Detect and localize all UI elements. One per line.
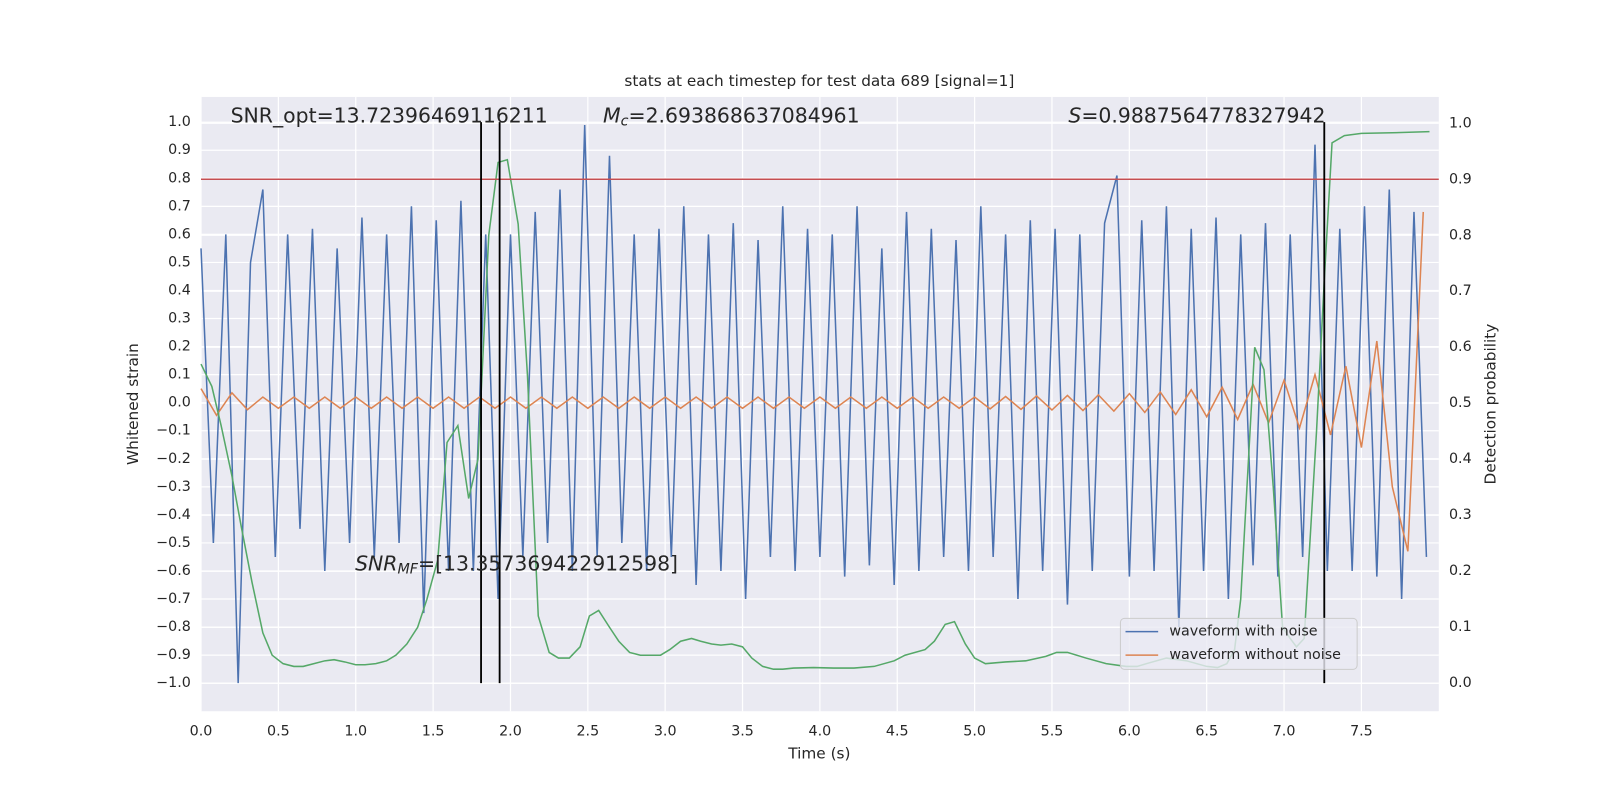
x-tick-label: 0.0 — [190, 724, 213, 740]
y2-tick-label: 0.7 — [1449, 283, 1472, 299]
y-tick-label: 0.9 — [168, 142, 191, 158]
y-tick-label: 0.3 — [168, 311, 191, 327]
x-tick-label: 6.0 — [1118, 724, 1141, 740]
y-tick-label: 0.8 — [168, 170, 191, 186]
y2-tick-label: 0.8 — [1449, 227, 1472, 243]
y-tick-label: 0.1 — [168, 367, 191, 383]
y2-tick-label: 0.0 — [1449, 675, 1472, 691]
y-tick-label: −1.0 — [156, 675, 191, 691]
y-tick-label: 0.2 — [168, 339, 191, 355]
y-tick-label: 1.0 — [168, 114, 191, 130]
annotation: S=0.9887564778327942 — [1068, 103, 1325, 127]
x-tick-label: 6.5 — [1195, 724, 1218, 740]
annotation-subscript: c — [621, 113, 629, 129]
annotation: SNR_opt=13.72396469116211 — [231, 103, 548, 128]
x-tick-label: 1.0 — [344, 724, 367, 740]
y-tick-label: −0.8 — [156, 619, 191, 635]
y2-tick-label: 0.6 — [1449, 339, 1472, 355]
y-tick-label: 0.0 — [168, 395, 191, 411]
legend: waveform with noise waveform without nois… — [1119, 617, 1358, 670]
y2-tick-label: 1.0 — [1449, 115, 1472, 131]
y2-tick-label: 0.9 — [1449, 171, 1472, 187]
y-tick-label: 0.4 — [168, 282, 191, 298]
annotation-text: =0.9887564778327942 — [1081, 103, 1325, 127]
x-tick-label: 0.5 — [267, 724, 290, 740]
annotation-text: =[13.357369422912598] — [418, 551, 678, 575]
y2-tick-label: 0.5 — [1449, 395, 1472, 411]
y-tick-label: 0.6 — [168, 226, 191, 242]
y-tick-label: −0.3 — [156, 479, 191, 495]
x-tick-label: 2.5 — [576, 724, 599, 740]
annotation: SNRMF=[13.357369422912598] — [355, 551, 678, 577]
y-tick-label: 0.7 — [168, 198, 191, 214]
legend-box — [1119, 617, 1358, 670]
y2-tick-label: 0.2 — [1449, 563, 1472, 579]
y-tick-label: −0.5 — [156, 535, 191, 551]
y2-tick-label: 0.1 — [1449, 619, 1472, 635]
x-tick-label: 7.5 — [1350, 724, 1373, 740]
annotation-text: =2.693868637084961 — [628, 103, 859, 127]
legend-label: waveform with noise — [1169, 624, 1317, 640]
annotation-subscript: MF — [397, 561, 418, 577]
chart-title: stats at each timestep for test data 689… — [624, 72, 1014, 90]
y2-tick-label: 0.3 — [1449, 507, 1472, 523]
y2-tick-label: 0.4 — [1449, 451, 1472, 467]
y-tick-label: −0.7 — [156, 591, 191, 607]
y-axis-label: Whitened strain — [124, 343, 142, 465]
y-tick-label: −0.2 — [156, 451, 191, 467]
y-tick-label: −0.1 — [156, 423, 191, 439]
labels: 0.0 0.5 1.0 1.5 2.0 2.5 3.0 3.5 4.0 4.5 5.0 5.5 6.0 6… — [156, 114, 1471, 739]
x-tick-label: 4.0 — [809, 724, 832, 740]
x-tick-label: 3.5 — [731, 724, 754, 740]
x-tick-label: 2.0 — [499, 724, 522, 740]
y-tick-label: 0.5 — [168, 254, 191, 270]
y-tick-label: −0.9 — [156, 647, 191, 663]
annotation: Mc=2.693868637084961 — [603, 103, 860, 129]
x-axis-label: Time (s) — [787, 745, 850, 763]
legend-label: waveform without noise — [1169, 647, 1341, 663]
x-tick-label: 4.5 — [886, 724, 909, 740]
x-tick-label: 3.0 — [654, 724, 677, 740]
annotation-symbol: M — [603, 103, 621, 127]
y2-axis-label: Detection probability — [1481, 324, 1499, 485]
x-tick-label: 5.5 — [1041, 724, 1064, 740]
x-tick-label: 1.5 — [422, 724, 445, 740]
annotation-symbol: S — [1068, 103, 1081, 127]
y-tick-label: −0.4 — [156, 507, 191, 523]
y-tick-label: −0.6 — [156, 563, 191, 579]
annotation-symbol: SNR — [355, 551, 397, 575]
x-tick-label: 5.0 — [963, 724, 986, 740]
x-tick-label: 7.0 — [1273, 724, 1296, 740]
series-line — [200, 211, 1425, 552]
series-line — [200, 124, 1428, 684]
